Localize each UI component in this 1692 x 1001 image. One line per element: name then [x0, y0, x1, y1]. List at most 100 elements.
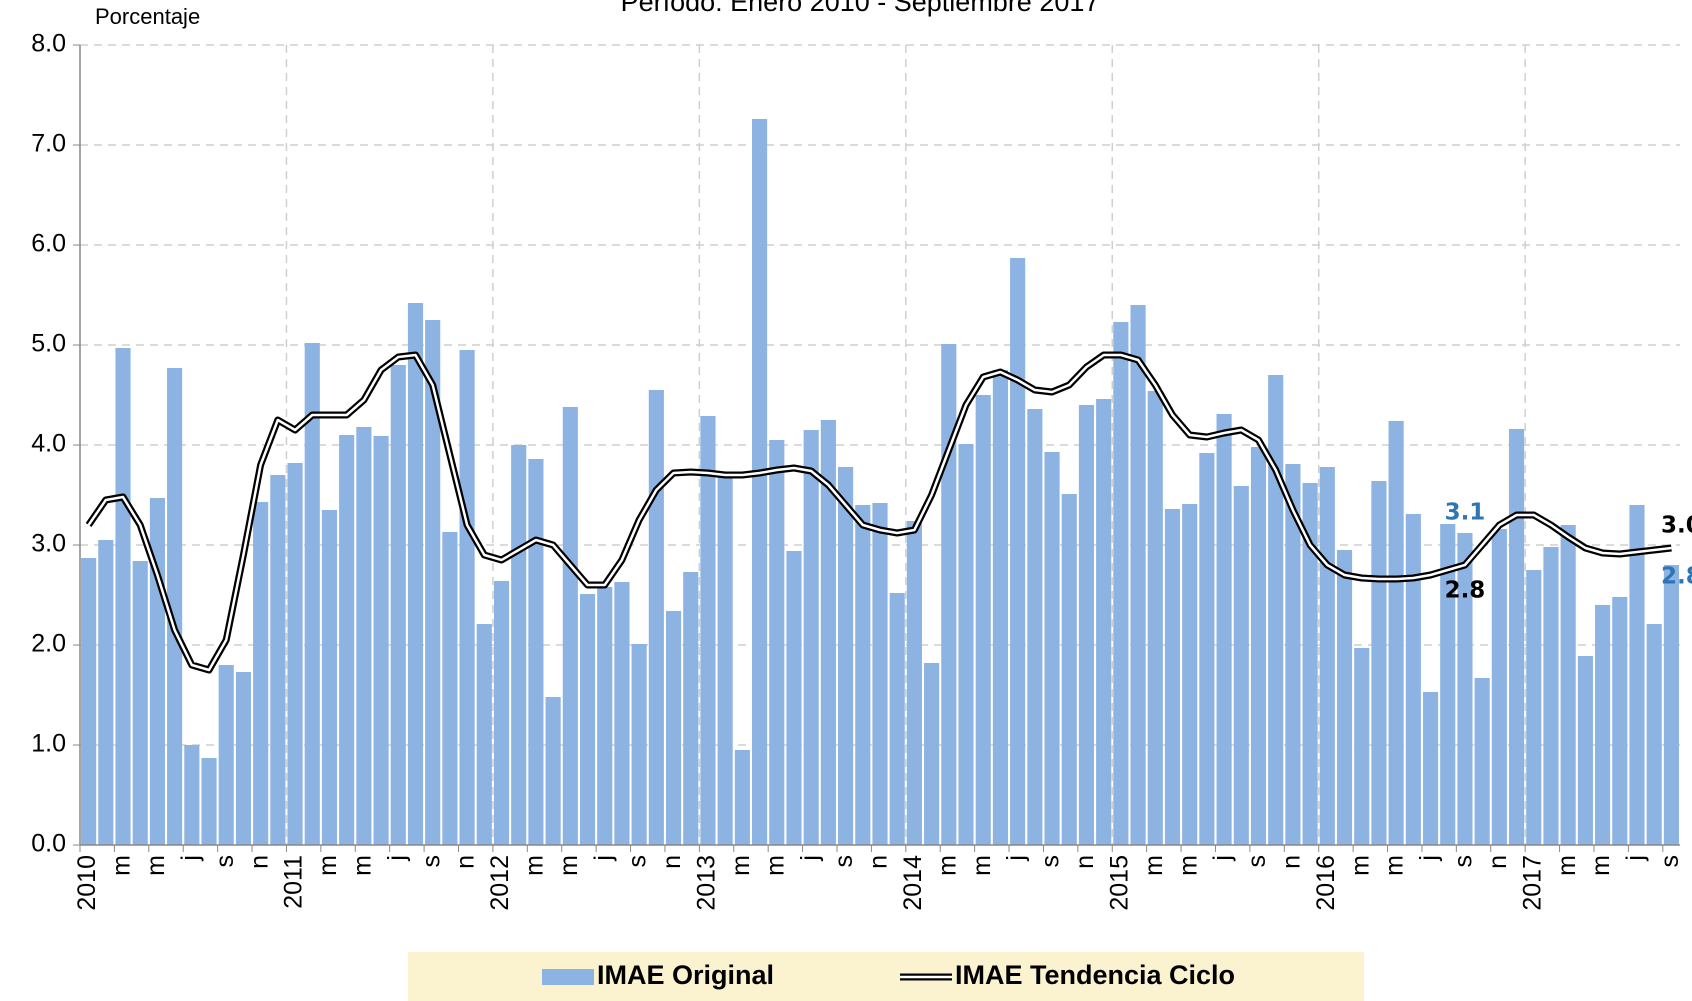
- bar: [1405, 514, 1421, 845]
- bar: [889, 593, 905, 845]
- bar: [528, 459, 544, 845]
- bar: [769, 440, 785, 845]
- bar: [786, 551, 802, 845]
- bar: [1250, 447, 1267, 845]
- bar: [184, 745, 200, 845]
- x-tick-label: m: [727, 855, 755, 876]
- x-tick-label: j: [589, 855, 617, 862]
- bar: [752, 119, 768, 845]
- bar: [459, 350, 475, 845]
- x-tick-label: 2013: [693, 855, 721, 911]
- bar: [1560, 525, 1576, 845]
- bar: [1216, 414, 1232, 845]
- x-tick-label: 2012: [486, 855, 514, 911]
- bar: [838, 467, 854, 845]
- bar: [1130, 305, 1146, 845]
- bar: [614, 582, 630, 845]
- bar: [98, 540, 114, 845]
- bar: [1354, 648, 1370, 845]
- x-tick-label: n: [865, 855, 893, 869]
- bar: [1612, 597, 1628, 845]
- y-axis-label: Porcentaje: [95, 4, 200, 29]
- bar: [321, 510, 338, 845]
- bar: [1061, 494, 1077, 845]
- bar: [648, 390, 664, 845]
- bar: [562, 407, 578, 845]
- bar: [1388, 421, 1404, 845]
- y-tick-label: 0.0: [31, 830, 66, 858]
- bar: [717, 475, 733, 845]
- bar: [545, 697, 561, 845]
- x-tick-label: s: [1243, 855, 1271, 868]
- bar: [1113, 322, 1129, 845]
- x-tick-label: s: [830, 855, 858, 868]
- bar: [1474, 678, 1490, 845]
- x-tick-label: m: [968, 855, 996, 876]
- x-tick-label: m: [1553, 855, 1581, 876]
- bar: [803, 430, 819, 845]
- x-tick-label: m: [1174, 855, 1202, 876]
- chart-title: Período: Enero 2010 - Septiembre 2017: [621, 0, 1100, 17]
- bar: [1508, 429, 1525, 845]
- bar: [201, 758, 217, 845]
- bar: [407, 303, 424, 845]
- x-tick-label: m: [761, 855, 789, 876]
- x-tick-label: n: [1278, 855, 1306, 869]
- bar: [631, 644, 647, 845]
- bar: [1371, 481, 1387, 845]
- bar: [1491, 529, 1507, 845]
- x-tick-label: s: [624, 855, 652, 868]
- bar: [1044, 452, 1060, 845]
- bar: [1199, 453, 1215, 845]
- legend-label: IMAE Tendencia Ciclo: [955, 960, 1235, 990]
- bar: [1629, 505, 1645, 845]
- x-tick-label: s: [211, 855, 239, 868]
- bar: [442, 532, 458, 845]
- bar: [167, 368, 183, 845]
- bar: [493, 581, 510, 845]
- x-tick-label: 2017: [1518, 855, 1546, 911]
- x-tick-label: 2015: [1105, 855, 1133, 911]
- legend-swatch: [542, 969, 594, 985]
- x-tick-label: j: [1622, 855, 1650, 862]
- bar: [476, 624, 492, 845]
- data-label: 2.8: [1445, 578, 1486, 604]
- x-tick-label: 2010: [73, 855, 101, 911]
- x-tick-label: m: [108, 855, 136, 876]
- x-tick-label: 2014: [899, 855, 927, 911]
- bar: [1440, 524, 1456, 845]
- bar: [235, 672, 252, 845]
- x-tick-label: s: [417, 855, 445, 868]
- bar: [390, 365, 406, 845]
- bar: [1543, 547, 1559, 845]
- bar: [597, 587, 613, 845]
- x-tick-label: m: [1346, 855, 1374, 876]
- data-label: 2.8: [1661, 564, 1692, 590]
- x-tick-label: m: [933, 855, 961, 876]
- bar: [373, 436, 389, 845]
- bar: [339, 435, 355, 845]
- trend-line: [87, 353, 1672, 672]
- x-tick-label: n: [1484, 855, 1512, 869]
- x-tick-label: m: [142, 855, 170, 876]
- bar: [975, 395, 991, 845]
- y-tick-label: 8.0: [31, 30, 66, 58]
- bar: [665, 611, 682, 845]
- bar: [1285, 464, 1301, 845]
- x-tick-label: j: [176, 855, 204, 862]
- bar: [1336, 550, 1353, 845]
- x-tick-label: m: [348, 855, 376, 876]
- y-tick-label: 7.0: [31, 130, 66, 158]
- bar: [734, 750, 750, 845]
- bar: [1182, 504, 1198, 845]
- x-tick-label: m: [555, 855, 583, 876]
- bar: [1233, 486, 1249, 845]
- bar: [906, 521, 922, 845]
- bar: [218, 665, 234, 845]
- x-tick-label: j: [1415, 855, 1443, 862]
- bar: [700, 416, 716, 845]
- bar: [1577, 656, 1593, 845]
- y-tick-label: 1.0: [31, 730, 66, 758]
- bar: [1646, 624, 1662, 845]
